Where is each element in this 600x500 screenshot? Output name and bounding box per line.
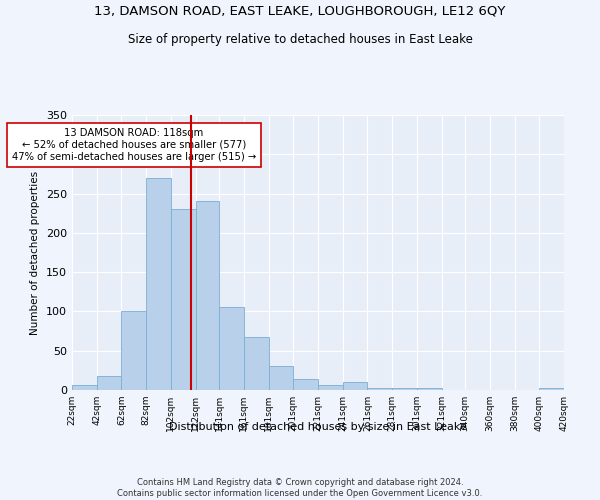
Bar <box>72 384 97 390</box>
Bar <box>196 202 219 390</box>
Bar <box>121 312 146 390</box>
Text: 13 DAMSON ROAD: 118sqm
← 52% of detached houses are smaller (577)
47% of semi-de: 13 DAMSON ROAD: 118sqm ← 52% of detached… <box>11 128 256 162</box>
Bar <box>539 388 564 390</box>
Bar <box>417 388 442 390</box>
Bar <box>318 384 343 390</box>
Y-axis label: Number of detached properties: Number of detached properties <box>31 170 40 334</box>
Bar <box>269 366 293 390</box>
Bar <box>244 336 269 390</box>
Bar <box>171 208 196 390</box>
Text: Contains HM Land Registry data © Crown copyright and database right 2024.
Contai: Contains HM Land Registry data © Crown c… <box>118 478 482 498</box>
Bar <box>343 382 367 390</box>
Text: Distribution of detached houses by size in East Leake: Distribution of detached houses by size … <box>169 422 467 432</box>
Bar <box>146 178 171 390</box>
Bar <box>367 388 392 390</box>
Text: 13, DAMSON ROAD, EAST LEAKE, LOUGHBOROUGH, LE12 6QY: 13, DAMSON ROAD, EAST LEAKE, LOUGHBOROUG… <box>94 5 506 18</box>
Bar <box>97 376 121 390</box>
Bar <box>219 306 244 390</box>
Bar <box>392 388 417 390</box>
Text: Size of property relative to detached houses in East Leake: Size of property relative to detached ho… <box>128 32 472 46</box>
Bar <box>293 379 318 390</box>
